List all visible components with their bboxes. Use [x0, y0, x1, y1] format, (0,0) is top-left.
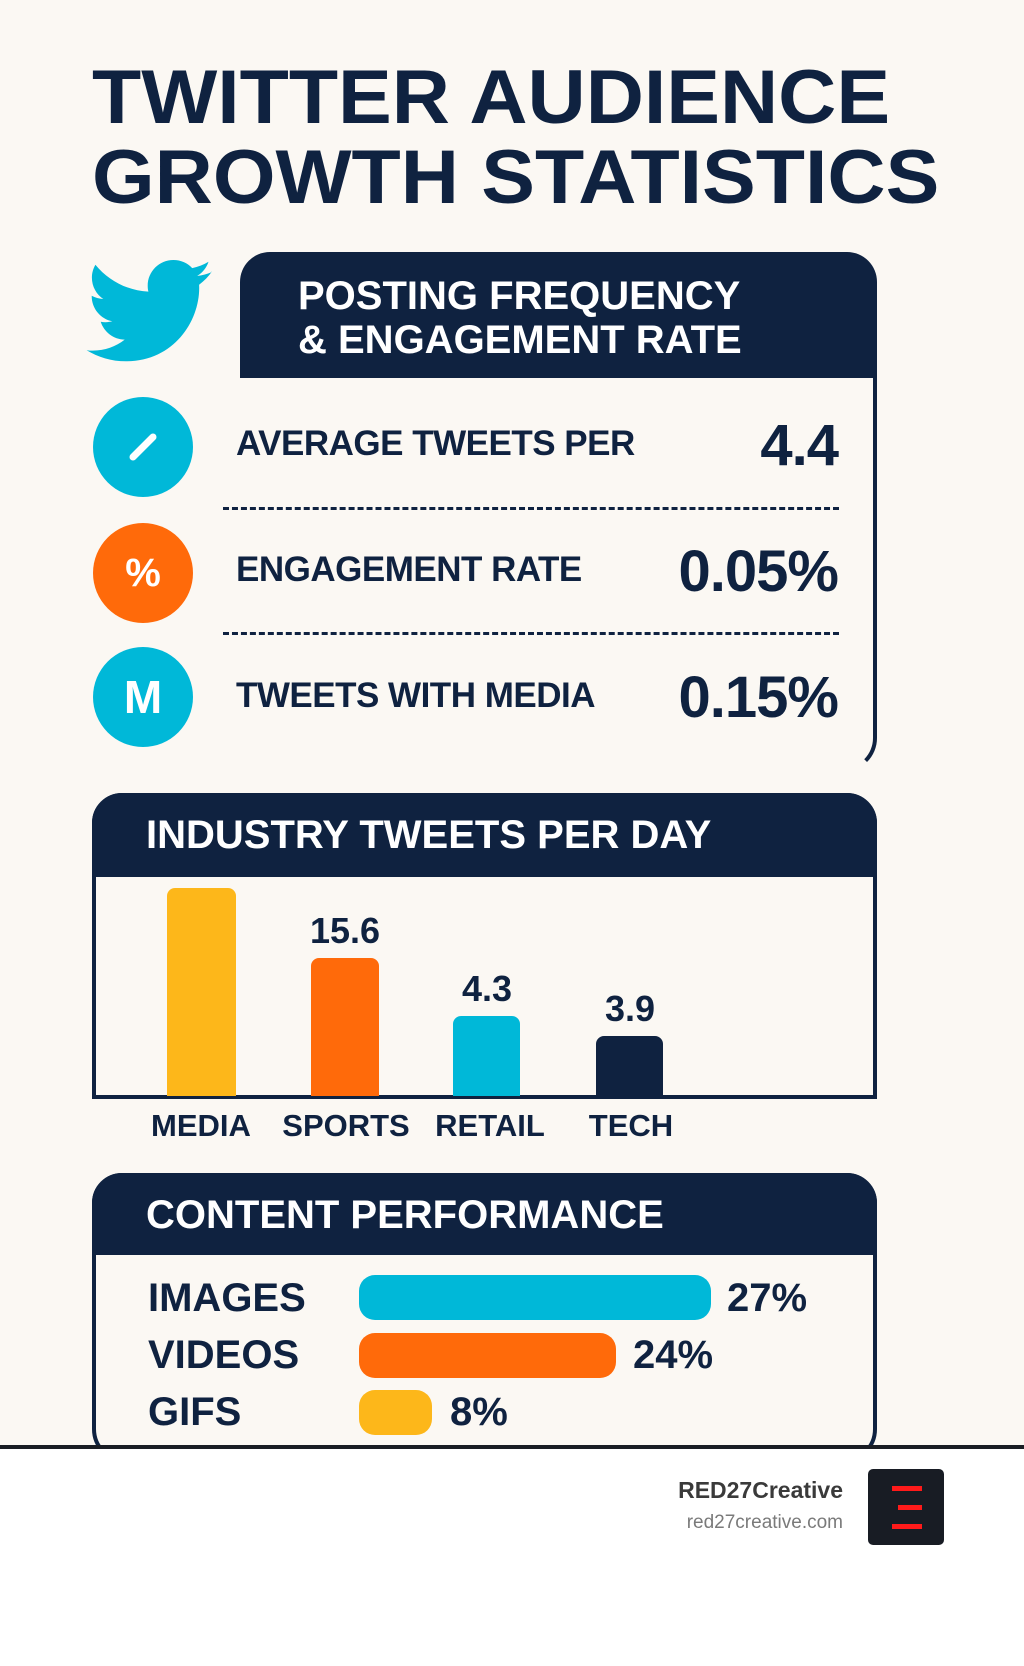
pencil-icon: [93, 397, 193, 497]
hbar-label-videos: VIDEOS: [148, 1333, 300, 1377]
posting-title-line-1: POSTING FREQUENCY: [298, 274, 741, 318]
bar-retail: [453, 1016, 520, 1096]
posting-title-line-2: & ENGAGEMENT RATE: [298, 318, 742, 362]
stat-label-engagement: ENGAGEMENT RATE: [236, 550, 582, 589]
bar-tech: [596, 1036, 663, 1096]
red27-logo-icon: [868, 1469, 944, 1545]
bar-sports: [311, 958, 379, 1096]
hbar-label-images: IMAGES: [148, 1276, 306, 1320]
hbar-images: [359, 1275, 711, 1320]
stat-label-media: TWEETS WITH MEDIA: [236, 676, 595, 715]
brand-url[interactable]: red27creative.com: [686, 1512, 843, 1533]
twitter-bird-icon: [86, 260, 212, 362]
content-card-title: CONTENT PERFORMANCE: [146, 1193, 664, 1237]
hbar-value-images: 27%: [727, 1276, 808, 1320]
content-card-header: CONTENT PERFORMANCE: [92, 1173, 877, 1255]
bar-value-tech: 3.9: [604, 988, 656, 1029]
posting-card-body: [240, 378, 877, 772]
hbar-videos: [359, 1333, 616, 1378]
media-icon: M: [93, 647, 193, 747]
divider: [223, 507, 839, 510]
posting-card-header: POSTING FREQUENCY & ENGAGEMENT RATE: [240, 252, 877, 378]
hbar-gifs: [359, 1390, 432, 1435]
page-title: TWITTER AUDIENCE GROWTH STATISTICS: [92, 58, 939, 218]
bar-label-media: MEDIA: [151, 1108, 251, 1143]
percent-glyph: %: [125, 550, 161, 595]
percent-icon: %: [93, 523, 193, 623]
stat-value-engagement: 0.05%: [678, 539, 839, 604]
bar-value-retail: 4.3: [461, 968, 513, 1009]
industry-card-header: INDUSTRY TWEETS PER DAY: [92, 793, 877, 877]
brand: RED27Creative red27creative.com: [678, 1477, 843, 1534]
title-line-1: TWITTER AUDIENCE: [92, 55, 891, 140]
bar-label-retail: RETAIL: [435, 1108, 545, 1143]
hbar-value-videos: 24%: [633, 1333, 714, 1377]
bar-label-tech: TECH: [588, 1108, 674, 1143]
bar-value-sports: 15.6: [309, 910, 381, 951]
footer: [0, 1445, 1024, 1666]
media-glyph: M: [123, 671, 163, 723]
stat-value-media: 0.15%: [678, 665, 839, 730]
title-line-2: GROWTH STATISTICS: [92, 135, 940, 220]
bar-label-sports: SPORTS: [282, 1108, 410, 1143]
brand-name: RED27Creative: [678, 1477, 843, 1503]
posting-card-title: POSTING FREQUENCY & ENGAGEMENT RATE: [298, 274, 742, 362]
hbar-value-gifs: 8%: [450, 1390, 508, 1434]
industry-card-title: INDUSTRY TWEETS PER DAY: [146, 813, 712, 857]
stat-label-avg-tweets: AVERAGE TWEETS PER: [236, 424, 635, 463]
hbar-label-gifs: GIFS: [148, 1390, 242, 1434]
divider: [223, 632, 839, 635]
bar-media: [167, 888, 236, 1096]
stat-value-avg-tweets: 4.4: [760, 413, 839, 478]
